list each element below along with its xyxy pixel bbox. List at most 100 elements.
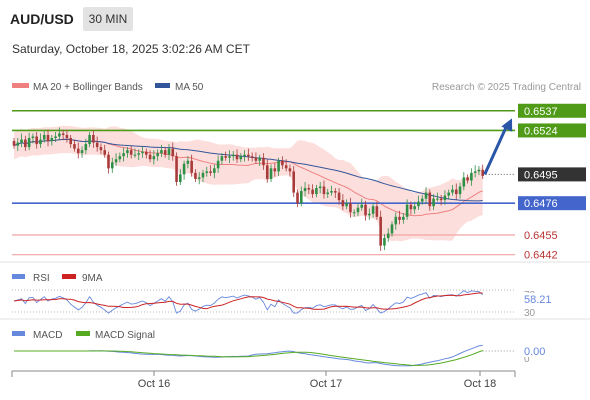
candle	[103, 144, 107, 158]
candle	[409, 201, 413, 215]
candle	[432, 194, 435, 210]
resistance-badge	[518, 103, 586, 118]
candle	[318, 181, 322, 194]
candle	[390, 221, 394, 237]
candle	[371, 203, 375, 218]
candle	[436, 192, 439, 202]
rsi-lines-layer	[12, 289, 515, 314]
timeframe-badge[interactable]: 30 MIN	[83, 7, 133, 31]
current-price-badge	[518, 167, 586, 182]
candle	[420, 194, 424, 205]
macd-lines-layer	[14, 344, 515, 367]
candle	[345, 199, 348, 210]
candle	[352, 209, 356, 217]
candle	[307, 184, 311, 195]
candle	[451, 185, 454, 196]
candle	[296, 189, 299, 207]
candle	[250, 152, 254, 162]
candle	[247, 148, 250, 161]
macd-signal-line	[14, 350, 483, 366]
candle	[110, 157, 114, 173]
candle	[439, 194, 443, 206]
macd-signal-legend-swatch	[76, 331, 90, 336]
macd-signal-legend-label: MACD Signal	[95, 330, 155, 341]
rsi-line	[13, 290, 483, 314]
candle	[213, 164, 216, 179]
research-credit: Research © 2025 Trading Central	[432, 82, 581, 93]
candle	[175, 152, 178, 186]
resistance-label: 0.6524	[524, 125, 558, 137]
candle	[114, 153, 118, 167]
candle	[273, 163, 277, 177]
candle	[201, 169, 205, 182]
candlestick-layer	[12, 127, 485, 251]
candle	[182, 160, 186, 180]
resistance-label: 0.6537	[524, 106, 558, 118]
projection-arrow-layer	[483, 118, 513, 176]
resistance-badge	[518, 123, 586, 138]
candle	[231, 150, 235, 161]
candle	[443, 190, 447, 205]
candle	[209, 165, 212, 176]
candle	[46, 129, 50, 147]
symbol-title: AUD/USD	[10, 11, 74, 27]
candle	[224, 151, 227, 161]
x-axis-ticks: Oct 16 Oct 17 Oct 18	[138, 371, 496, 390]
candle	[288, 164, 292, 177]
minor-support-label: 0.6442	[524, 250, 558, 262]
candle	[462, 172, 466, 191]
rsi-last-value: 58.21	[524, 294, 552, 306]
candle	[27, 132, 31, 151]
support-badge	[518, 196, 586, 211]
candle	[24, 135, 27, 151]
candle	[118, 152, 122, 163]
candle	[477, 166, 481, 176]
macd-legend-swatch	[12, 331, 25, 336]
candle	[216, 155, 220, 173]
current-price-label: 0.6495	[524, 169, 558, 181]
candle	[194, 169, 197, 182]
minor-support-label: 0.6455	[524, 230, 558, 242]
candle	[405, 199, 409, 220]
candle	[428, 189, 432, 211]
candle	[16, 138, 20, 151]
candle	[126, 147, 129, 158]
candle	[20, 133, 23, 148]
candle	[141, 146, 144, 158]
candle	[145, 148, 148, 159]
candle	[269, 164, 273, 182]
candle	[394, 212, 398, 230]
rsi-value-bg	[522, 293, 556, 305]
candle	[107, 151, 110, 174]
candle	[239, 153, 243, 163]
ma20-legend-label: MA 20 + Bollinger Bands	[33, 82, 143, 93]
candle	[447, 189, 450, 200]
candle	[454, 183, 458, 200]
candle	[88, 131, 91, 148]
rsi-legend-swatch	[12, 274, 25, 279]
candle	[303, 181, 307, 197]
candle	[322, 180, 326, 199]
candle	[80, 146, 84, 158]
x-tick-label: Oct 16	[138, 378, 170, 390]
candle	[284, 159, 288, 172]
candle	[156, 149, 159, 161]
candle	[326, 188, 330, 198]
macd-legend-label: MACD	[33, 330, 62, 341]
rsi-legend-label: RSI	[33, 273, 50, 284]
candle	[299, 186, 303, 207]
candle	[481, 164, 485, 179]
candle	[337, 188, 341, 205]
candle	[69, 135, 72, 148]
candle	[148, 150, 152, 163]
candle	[92, 130, 95, 148]
candle	[99, 143, 103, 154]
candle	[42, 131, 46, 143]
candle	[330, 185, 333, 196]
candle	[133, 148, 137, 158]
candle	[254, 152, 258, 164]
candle	[167, 144, 171, 160]
